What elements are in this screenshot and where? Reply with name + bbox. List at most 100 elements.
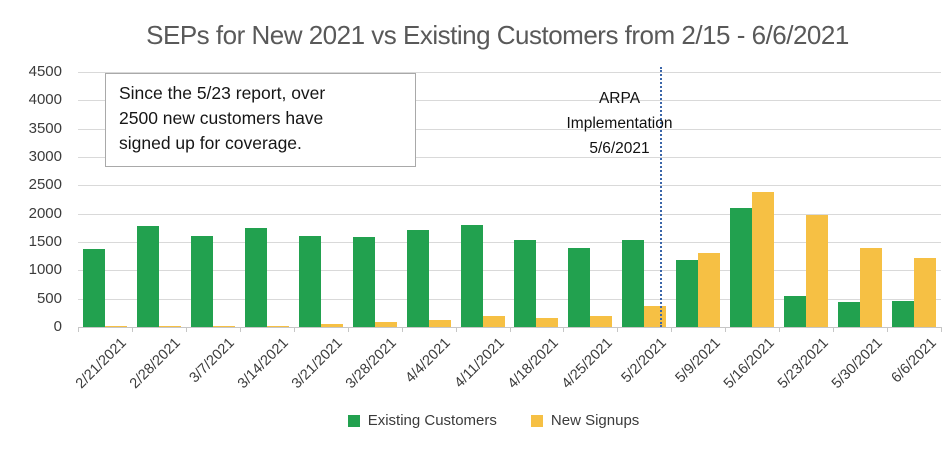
x-tick-label: 4/11/2021	[451, 335, 508, 392]
gridline	[78, 270, 941, 272]
y-tick-label: 3500	[28, 119, 62, 137]
bar-existing-customers	[784, 296, 807, 327]
x-axis-tick	[617, 327, 619, 332]
x-tick-label: 6/6/2021	[888, 335, 940, 387]
bar-existing-customers	[352, 237, 375, 327]
bar-new-signups	[644, 306, 667, 327]
bar-group	[671, 72, 725, 327]
bar-new-signups	[266, 326, 289, 327]
vertical-dotted-line	[660, 67, 662, 327]
bar-group	[779, 72, 833, 327]
x-axis-tick	[779, 327, 781, 332]
y-tick-label: 0	[53, 318, 62, 335]
bar-new-signups	[536, 318, 559, 327]
bar-group	[725, 72, 779, 327]
chart-title: SEPs for New 2021 vs Existing Customers …	[146, 20, 849, 50]
y-tick-label: 4500	[28, 63, 62, 80]
gridline	[78, 185, 941, 187]
x-tick-label: 5/2/2021	[618, 335, 670, 387]
y-tick-label: 2500	[28, 176, 62, 194]
x-axis-tick	[185, 327, 187, 332]
x-tick-label: 5/16/2021	[720, 335, 778, 392]
y-tick-label: 1500	[28, 233, 62, 250]
bar-group	[348, 72, 402, 327]
arpa-annotation-line: ARPA	[598, 90, 641, 107]
arpa-annotation: ARPA Implementation 5/6/2021	[537, 86, 702, 161]
bar-existing-customers	[676, 260, 699, 327]
bar-existing-customers	[622, 240, 645, 327]
bar-existing-customers	[82, 249, 105, 327]
bar-existing-customers	[892, 301, 915, 327]
y-tick-label: 1000	[28, 261, 62, 279]
x-tick-label: 4/25/2021	[558, 335, 616, 392]
bar-new-signups	[482, 316, 505, 327]
bar-new-signups	[374, 322, 397, 327]
x-tick-label: 5/9/2021	[672, 335, 724, 387]
bar-new-signups	[590, 316, 613, 327]
gridline	[78, 157, 941, 158]
x-axis-tick	[78, 327, 79, 332]
x-axis-tick	[833, 327, 835, 332]
bar-group	[456, 72, 510, 327]
bar-existing-customers	[136, 226, 159, 327]
x-tick-label: 2/21/2021	[73, 335, 131, 392]
bar-existing-customers	[406, 230, 429, 327]
gridline	[78, 213, 941, 215]
bar-new-signups	[320, 324, 343, 327]
x-tick-label: 4/18/2021	[504, 335, 562, 392]
bar-group	[78, 72, 132, 327]
arpa-annotation-line: Implementation	[566, 115, 673, 132]
y-tick-label: 500	[36, 289, 62, 307]
x-tick-label: 3/14/2021	[235, 335, 293, 392]
gridline	[78, 128, 941, 130]
bar-groups	[78, 72, 941, 327]
bar-group	[294, 72, 348, 327]
bar-group	[132, 72, 186, 327]
annotation-textbox: Since the 5/23 report, over 2500 new cus…	[105, 73, 416, 167]
bar-group	[510, 72, 564, 327]
gridline	[78, 242, 941, 243]
bar-new-signups	[104, 326, 127, 327]
x-axis-tick	[509, 327, 511, 332]
bar-existing-customers	[190, 236, 213, 327]
legend-swatch-icon	[347, 414, 360, 427]
bar-new-signups	[752, 192, 775, 327]
gridline	[78, 100, 941, 102]
bar-group	[887, 72, 941, 327]
bar-group	[563, 72, 617, 327]
x-axis-tick	[239, 327, 241, 332]
y-tick-label: 2000	[28, 204, 62, 222]
y-tick-label: 3000	[28, 148, 62, 165]
bar-existing-customers	[514, 240, 537, 327]
x-tick-label: 4/4/2021	[402, 335, 454, 387]
x-tick-label: 5/23/2021	[774, 335, 832, 392]
annotation-text: Since the 5/23 report, over 2500 new cus…	[119, 83, 326, 154]
legend-item-new-signups: New Signups	[530, 412, 639, 429]
x-axis-tick	[401, 327, 403, 332]
x-tick-label: 2/28/2021	[127, 335, 185, 392]
bar-new-signups	[212, 326, 235, 327]
x-axis-tick	[725, 327, 727, 332]
bar-new-signups	[428, 320, 451, 327]
legend: Existing Customers New Signups	[0, 412, 951, 429]
bar-new-signups	[158, 326, 181, 327]
bar-group	[833, 72, 887, 327]
x-axis-tick	[455, 327, 457, 332]
legend-item-existing-customers: Existing Customers	[347, 412, 497, 429]
bar-new-signups	[914, 258, 937, 327]
x-axis-tick	[941, 327, 942, 332]
bar-new-signups	[806, 215, 829, 327]
arpa-annotation-line: 5/6/2021	[589, 140, 650, 157]
legend-swatch-icon	[530, 414, 543, 427]
x-axis-tick	[293, 327, 295, 332]
bar-existing-customers	[244, 228, 267, 327]
x-axis-tick	[347, 327, 349, 332]
bar-existing-customers	[298, 236, 321, 327]
x-axis-tick	[887, 327, 889, 332]
gridline	[78, 298, 941, 300]
bar-group	[402, 72, 456, 327]
bar-existing-customers	[460, 225, 483, 327]
plot-area	[78, 72, 941, 328]
x-tick-label: 3/21/2021	[289, 335, 347, 392]
